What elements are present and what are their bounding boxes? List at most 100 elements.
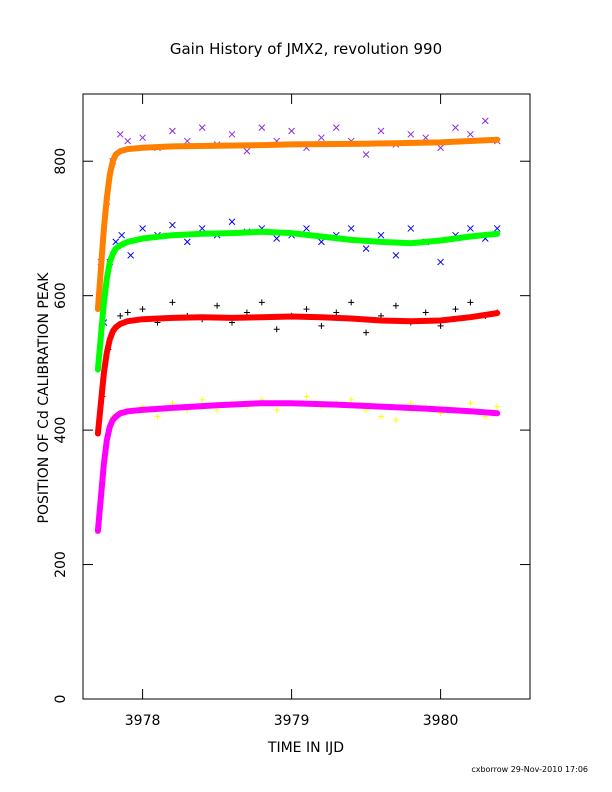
series-5-point-9 (140, 236, 146, 242)
series-4-point-4 (107, 172, 113, 178)
series-4-point-10 (169, 143, 175, 149)
series-0-point-15 (288, 127, 295, 135)
plot-frame (82, 93, 531, 700)
series-4-point-15 (438, 139, 444, 145)
series-1-point-7 (169, 221, 176, 229)
series-7-point-12 (259, 400, 265, 406)
series-5-point-8 (125, 239, 131, 245)
series-4 (94, 136, 501, 313)
x-tick-label-2: 3980 (423, 713, 459, 729)
series-2-point-5 (139, 306, 146, 313)
series-7-point-1 (98, 494, 104, 500)
series-0-point-23 (407, 130, 415, 138)
series-1-point-3 (118, 231, 126, 239)
series-4-line (94, 136, 501, 313)
series-1-point-8 (183, 238, 191, 246)
series-2-point-10 (214, 302, 221, 309)
series-2-point-3 (117, 312, 124, 319)
series-4-point-7 (117, 148, 123, 154)
x-tick-label-1: 3979 (274, 713, 310, 729)
series-5-point-10 (169, 232, 175, 238)
series-5-point-14 (289, 230, 295, 236)
series-6-point-7 (117, 321, 123, 327)
series-2-point-4 (124, 309, 131, 316)
series-3-point-25 (467, 400, 474, 407)
y-axis-label: POSITION OF Cd CALIBRATION PEAK (36, 272, 52, 524)
series-2-point-16 (303, 306, 310, 313)
series-6-point-10 (169, 315, 175, 321)
y-axis: 0 200 400 600 800 (53, 148, 530, 704)
series-1-point-25 (437, 258, 444, 266)
series-7-point-3 (104, 437, 110, 443)
y-tick-label-0: 0 (53, 695, 69, 704)
series-6-point-17 (378, 318, 384, 324)
series-1-point-27 (467, 225, 474, 232)
series-3-point-14 (303, 393, 310, 400)
series-5-point-6 (113, 246, 119, 252)
series-4-point-3 (104, 195, 110, 201)
series-4-point-5 (110, 158, 116, 164)
series-4-point-13 (289, 141, 295, 147)
series-0-point-26 (452, 124, 459, 131)
series-7-point-15 (378, 404, 384, 410)
series-6-line (94, 310, 501, 437)
series-6-point-20 (467, 314, 473, 320)
series-6-point-12 (229, 315, 235, 321)
series-5-point-11 (199, 231, 205, 237)
series-5-point-2 (101, 299, 107, 305)
series-1-point-19 (347, 225, 355, 232)
series-3-point-19 (378, 413, 384, 420)
series-layer (94, 117, 501, 534)
series-2-point-12 (243, 309, 250, 316)
series-1-point-17 (318, 238, 325, 246)
series-1-point-20 (362, 245, 370, 252)
series-5-point-19 (438, 238, 444, 244)
y-tick-label-1: 200 (53, 551, 69, 578)
series-0-point-5 (139, 134, 146, 142)
series-6-point-14 (289, 314, 295, 320)
series-6-point-5 (110, 328, 116, 334)
series-0-point-28 (481, 117, 489, 125)
series-5-point-13 (259, 229, 265, 235)
series-1-point-16 (303, 225, 310, 232)
chart-title: Gain History of JMX2, revolution 990 (170, 40, 442, 58)
series-2-point-18 (333, 309, 340, 316)
series-6 (94, 310, 501, 437)
series-6-point-18 (408, 318, 414, 324)
series-5-point-15 (318, 234, 324, 240)
series-6-point-11 (199, 314, 205, 320)
series-1-point-4 (127, 251, 135, 259)
series-0-point-13 (258, 124, 266, 131)
series-6-point-3 (104, 350, 110, 356)
series-5-point-16 (348, 237, 354, 243)
series-6-point-8 (125, 318, 131, 324)
series-4-point-11 (214, 143, 220, 149)
series-4-point-14 (363, 141, 369, 147)
series-6-point-21 (494, 310, 500, 316)
series-7-point-5 (110, 417, 116, 423)
series-5 (94, 228, 501, 373)
series-2-point-22 (392, 302, 399, 309)
series-5-point-7 (117, 242, 123, 248)
x-axis: 3978 3979 3980 (125, 94, 459, 729)
series-4-point-9 (140, 145, 146, 151)
series-3-point-20 (392, 417, 399, 424)
series-3-point-7 (199, 396, 206, 403)
series-0-point-3 (116, 130, 124, 138)
series-7-point-8 (125, 408, 131, 414)
series-1-point-21 (377, 231, 385, 239)
series-7-point-13 (289, 400, 295, 406)
series-7-point-11 (214, 402, 220, 408)
series-5-point-5 (110, 251, 116, 257)
series-5-point-1 (98, 333, 104, 339)
series-3-point-27 (494, 403, 501, 410)
series-4-point-8 (125, 146, 131, 152)
series-0-point-9 (198, 124, 206, 131)
series-7-point-17 (467, 408, 473, 414)
series-1-point-5 (139, 225, 146, 232)
series-6-point-0 (95, 430, 101, 436)
x-axis-label: TIME IN IJD (267, 740, 344, 756)
series-7-point-10 (169, 405, 175, 411)
series-5-point-0 (95, 367, 101, 373)
series-0-point-21 (377, 127, 385, 135)
